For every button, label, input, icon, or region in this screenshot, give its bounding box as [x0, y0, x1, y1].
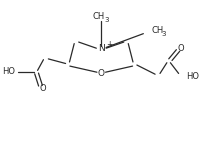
Text: O: O [39, 84, 46, 93]
Text: O: O [178, 44, 184, 53]
Text: CH: CH [152, 26, 164, 35]
Text: 3: 3 [104, 17, 109, 23]
Text: HO: HO [186, 72, 199, 81]
Text: CH: CH [92, 12, 104, 21]
Text: O: O [98, 69, 105, 78]
Text: +: + [106, 40, 113, 49]
Text: N: N [98, 45, 105, 53]
Text: 3: 3 [162, 31, 166, 37]
Text: HO: HO [2, 67, 15, 76]
